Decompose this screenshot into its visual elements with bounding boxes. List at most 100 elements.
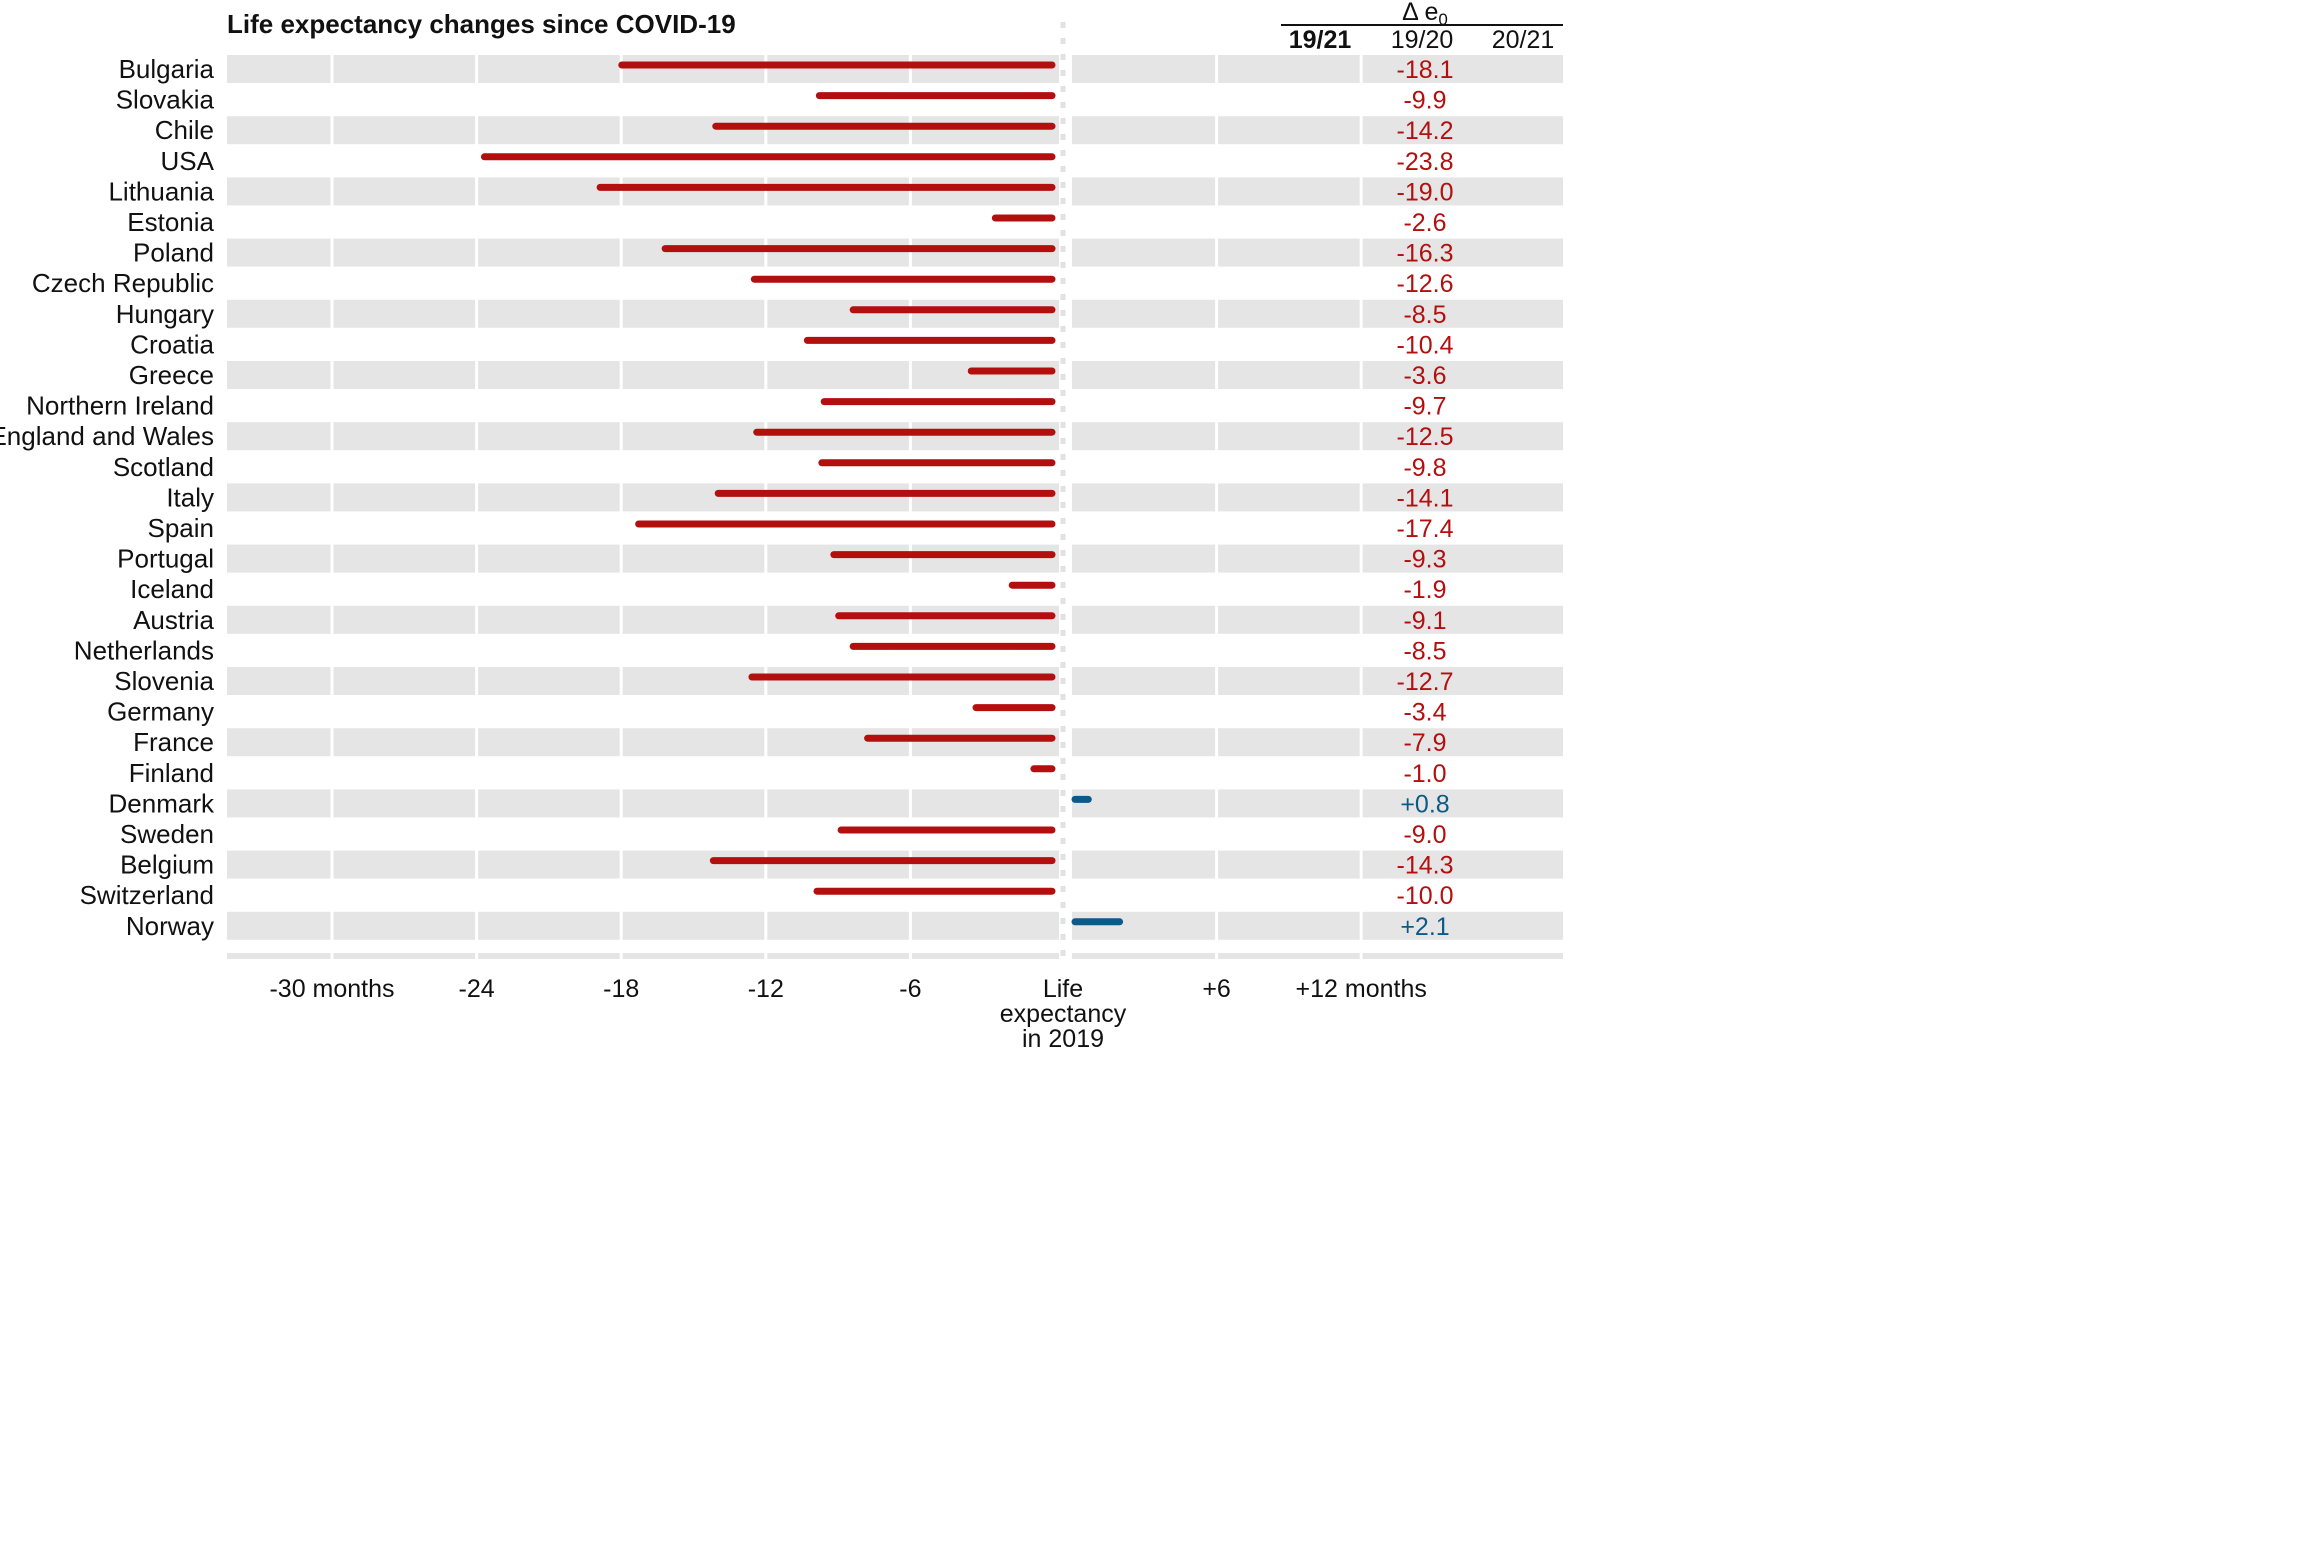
country-label: USA xyxy=(161,146,215,176)
value-label: -17.4 xyxy=(1397,515,1454,543)
row-band xyxy=(227,605,1059,634)
header-column-label: 19/20 xyxy=(1391,26,1454,54)
country-label: Estonia xyxy=(127,207,214,237)
x-tick-label: -24 xyxy=(459,975,495,1003)
row-band xyxy=(227,544,1059,573)
country-label: Austria xyxy=(133,605,214,635)
country-label: Chile xyxy=(155,115,214,145)
row-band xyxy=(1072,789,1563,818)
country-label: Sweden xyxy=(120,819,214,849)
country-label: Netherlands xyxy=(74,635,214,665)
value-label: -10.0 xyxy=(1397,882,1454,910)
value-label: -1.0 xyxy=(1403,760,1446,788)
row-band xyxy=(1072,177,1563,206)
x-tick-label: -18 xyxy=(603,975,639,1003)
value-label: -9.3 xyxy=(1403,546,1446,574)
row-band xyxy=(227,667,1059,695)
row-band xyxy=(1072,667,1563,695)
value-label: +2.1 xyxy=(1400,913,1449,941)
country-label: Bulgaria xyxy=(119,54,215,84)
value-label: -9.7 xyxy=(1403,393,1446,421)
country-labels: BulgariaSlovakiaChileUSALithuaniaEstonia… xyxy=(0,54,215,941)
value-label: -3.6 xyxy=(1403,362,1446,390)
row-band xyxy=(227,361,1059,389)
row-band xyxy=(227,116,1059,145)
value-label: -10.4 xyxy=(1397,331,1454,359)
country-label: Italy xyxy=(166,482,214,512)
value-label: +0.8 xyxy=(1400,790,1449,818)
country-label: Slovenia xyxy=(114,666,214,696)
country-label: Germany xyxy=(107,697,214,727)
header-column-label: 20/21 xyxy=(1492,26,1555,54)
value-label: -18.1 xyxy=(1397,56,1454,84)
value-label: -8.5 xyxy=(1403,301,1446,329)
country-label: Denmark xyxy=(109,788,215,818)
x-tick-label: -6 xyxy=(899,975,921,1003)
bottom-strip xyxy=(227,953,1059,959)
x-tick-label: Life xyxy=(1043,975,1083,1003)
row-band xyxy=(1072,238,1563,267)
row-band xyxy=(1072,299,1563,328)
x-tick-label: -12 xyxy=(748,975,784,1003)
x-tick-label: expectancy xyxy=(1000,1000,1127,1028)
country-label: France xyxy=(133,727,214,757)
row-band xyxy=(227,55,1059,83)
country-label: Finland xyxy=(129,758,214,788)
life-expectancy-chart: BulgariaSlovakiaChileUSALithuaniaEstonia… xyxy=(0,0,1563,1053)
value-label: -23.8 xyxy=(1397,148,1454,176)
value-label: -14.3 xyxy=(1397,852,1454,880)
row-band xyxy=(227,911,1059,940)
row-band xyxy=(1072,911,1563,940)
row-band xyxy=(1072,422,1563,451)
row-band xyxy=(227,422,1059,451)
row-band xyxy=(1072,483,1563,512)
value-label: -19.0 xyxy=(1397,178,1454,206)
bars xyxy=(480,61,1124,926)
value-label: -3.4 xyxy=(1403,699,1446,727)
row-band xyxy=(1072,850,1563,879)
row-band xyxy=(227,177,1059,206)
value-label: -12.7 xyxy=(1397,668,1454,696)
header-column-label: 19/21 xyxy=(1289,26,1352,54)
gridlines xyxy=(330,55,1363,959)
value-label: -9.1 xyxy=(1403,607,1446,635)
row-band xyxy=(1072,361,1563,389)
x-tick-label: +6 xyxy=(1202,975,1231,1003)
country-label: Switzerland xyxy=(80,880,214,910)
value-labels: -18.1 -9.9-14.2 -23.8-19.0 -2.6 -16.3-12.6 -8… xyxy=(1397,56,1454,941)
header-group-label: Δ e0 xyxy=(1402,0,1448,29)
value-label: -1.9 xyxy=(1403,576,1446,604)
value-label: -9.0 xyxy=(1403,821,1446,849)
chart-title: Life expectancy changes since COVID-19 xyxy=(227,9,736,39)
row-band xyxy=(1072,55,1563,83)
value-label: -7.9 xyxy=(1403,729,1446,757)
row-band xyxy=(227,299,1059,328)
country-label: Hungary xyxy=(116,299,214,329)
value-label: -12.5 xyxy=(1397,423,1454,451)
row-band xyxy=(1072,728,1563,757)
country-label: Belgium xyxy=(120,850,214,880)
country-label: Norway xyxy=(126,911,214,941)
country-label: Slovakia xyxy=(116,85,215,115)
value-label: -9.9 xyxy=(1403,87,1446,115)
row-band xyxy=(227,238,1059,267)
row-bands xyxy=(227,55,1563,959)
country-label: Iceland xyxy=(130,574,214,604)
country-label: Croatia xyxy=(130,329,214,359)
row-band xyxy=(1072,116,1563,145)
value-label: -14.2 xyxy=(1397,117,1454,145)
row-band xyxy=(1072,605,1563,634)
country-label: Greece xyxy=(129,360,214,390)
x-tick-label: -30 months xyxy=(269,975,394,1003)
country-label: England and Wales xyxy=(0,421,214,451)
value-label: -2.6 xyxy=(1403,209,1446,237)
row-band xyxy=(227,789,1059,818)
country-label: Portugal xyxy=(117,544,214,574)
row-band xyxy=(1072,544,1563,573)
country-label: Spain xyxy=(148,513,215,543)
country-label: Poland xyxy=(133,238,214,268)
row-band xyxy=(227,483,1059,512)
country-label: Czech Republic xyxy=(32,268,214,298)
value-label: -16.3 xyxy=(1397,240,1454,268)
